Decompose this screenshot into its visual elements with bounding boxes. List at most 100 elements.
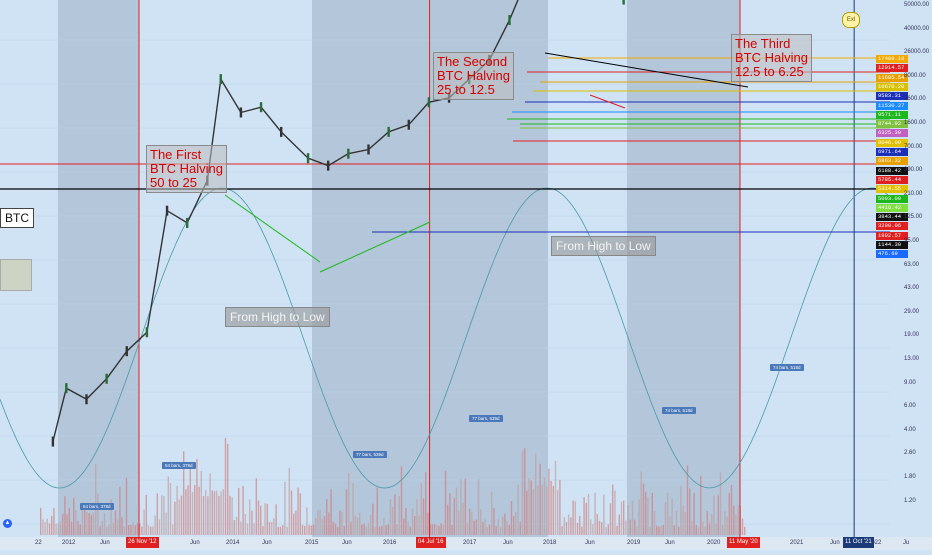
volume-bar bbox=[546, 486, 548, 535]
volume-bar bbox=[508, 524, 510, 535]
volume-bar bbox=[301, 524, 304, 535]
volume-bar bbox=[57, 523, 59, 535]
volume-bar bbox=[244, 513, 246, 535]
price-level-tag: 5314.55 bbox=[876, 185, 908, 194]
trend-line-red bbox=[589, 94, 626, 109]
volume-bar bbox=[132, 522, 134, 535]
bars-range-label: 74 bars, 518d bbox=[662, 407, 696, 414]
volume-bar bbox=[370, 514, 372, 535]
volume-bar bbox=[585, 502, 587, 535]
volume-bar bbox=[506, 521, 508, 535]
volume-bar bbox=[409, 526, 411, 535]
volume-bar bbox=[216, 490, 218, 535]
price-level-tag: 8046.09 bbox=[876, 138, 908, 147]
volume-bar bbox=[493, 508, 495, 535]
y-axis-label: 1600.00 bbox=[904, 120, 926, 126]
volume-bar bbox=[638, 499, 640, 535]
volume-bar bbox=[684, 512, 686, 535]
volume-bar bbox=[451, 524, 453, 535]
volume-bar bbox=[460, 479, 462, 535]
volume-bar bbox=[62, 513, 64, 535]
price-level-tag: 6188.42 bbox=[876, 166, 908, 175]
x-axis-label: Jun bbox=[503, 540, 513, 546]
volume-bar bbox=[583, 497, 585, 535]
price-candle bbox=[367, 144, 370, 155]
volume-bar bbox=[629, 519, 631, 535]
y-axis-label: 6.00 bbox=[904, 403, 916, 410]
volume-bar bbox=[543, 477, 546, 535]
y-axis-label: 63.00 bbox=[904, 261, 920, 268]
volume-bar bbox=[411, 508, 414, 535]
volume-bar bbox=[119, 486, 121, 535]
symbol-label[interactable]: BTC bbox=[0, 208, 34, 228]
volume-bar bbox=[66, 514, 68, 535]
volume-bar bbox=[389, 499, 392, 535]
volume-bar bbox=[453, 497, 455, 535]
price-candle bbox=[508, 15, 511, 26]
volume-bar bbox=[257, 500, 260, 535]
volume-bar bbox=[675, 510, 678, 535]
volume-bar bbox=[482, 522, 484, 535]
price-candle bbox=[280, 126, 283, 137]
volume-bar bbox=[488, 524, 491, 535]
date-flag-halving-2: 04 Jul '16 bbox=[416, 537, 446, 548]
tradingview-logo-icon[interactable]: ▲ bbox=[3, 519, 12, 528]
volume-bar bbox=[213, 490, 216, 535]
volume-bar bbox=[308, 524, 310, 535]
volume-bar bbox=[704, 526, 706, 535]
volume-bar bbox=[242, 485, 244, 535]
volume-bar bbox=[260, 505, 262, 535]
alert-badge[interactable]: Exl bbox=[842, 12, 860, 28]
volume-bar bbox=[363, 523, 365, 535]
volume-bar bbox=[352, 483, 354, 535]
x-axis-label: Jun bbox=[342, 540, 352, 546]
volume-bar bbox=[724, 510, 726, 535]
price-level-tag: 4416.42 bbox=[876, 203, 908, 212]
volume-bar bbox=[502, 516, 504, 535]
volume-bar bbox=[440, 523, 442, 535]
y-axis-label: 210.00 bbox=[904, 190, 923, 197]
volume-bar bbox=[227, 443, 229, 535]
volume-bar bbox=[592, 524, 594, 535]
volume-bar bbox=[218, 495, 220, 535]
volume-bar bbox=[114, 510, 117, 535]
volume-bar bbox=[125, 477, 128, 535]
volume-bar bbox=[202, 496, 205, 535]
x-axis-label: Ju bbox=[903, 540, 910, 546]
volume-bar bbox=[238, 487, 240, 535]
cycle-band bbox=[627, 0, 740, 537]
x-axis-label: 2019 bbox=[627, 540, 641, 546]
volume-bar bbox=[715, 523, 717, 535]
volume-bar bbox=[737, 505, 739, 535]
volume-bar bbox=[156, 493, 158, 535]
third-halving-note: The Third BTC Halving 12.5 to 6.25 bbox=[731, 34, 812, 82]
volume-bar bbox=[372, 503, 374, 535]
volume-bar bbox=[671, 498, 673, 535]
y-axis-label: 95.00 bbox=[904, 238, 920, 244]
x-axis-label: 2022 bbox=[868, 540, 882, 546]
volume-bar bbox=[200, 470, 202, 535]
volume-bar bbox=[128, 525, 130, 535]
volume-bar bbox=[722, 524, 724, 535]
y-axis-label: 390.00 bbox=[904, 167, 923, 174]
price-level-tag: 476.69 bbox=[876, 250, 908, 259]
volume-bar bbox=[526, 490, 528, 535]
volume-bar bbox=[557, 489, 559, 535]
cycle-band bbox=[58, 0, 139, 537]
volume-bar bbox=[568, 514, 570, 535]
volume-bar bbox=[695, 524, 697, 535]
volume-bar bbox=[73, 497, 75, 535]
volume-bar bbox=[427, 512, 429, 535]
cycle-band bbox=[312, 0, 430, 537]
volume-bar bbox=[462, 502, 464, 535]
cycle-band bbox=[222, 0, 312, 537]
volume-bar bbox=[75, 510, 77, 535]
volume-bar bbox=[713, 495, 715, 535]
volume-bar bbox=[209, 473, 211, 535]
volume-bar bbox=[90, 514, 92, 535]
volume-bar bbox=[231, 497, 233, 535]
volume-bar bbox=[537, 485, 539, 535]
volume-bar bbox=[290, 490, 293, 535]
volume-bar bbox=[64, 496, 66, 535]
volume-bar bbox=[165, 512, 167, 535]
